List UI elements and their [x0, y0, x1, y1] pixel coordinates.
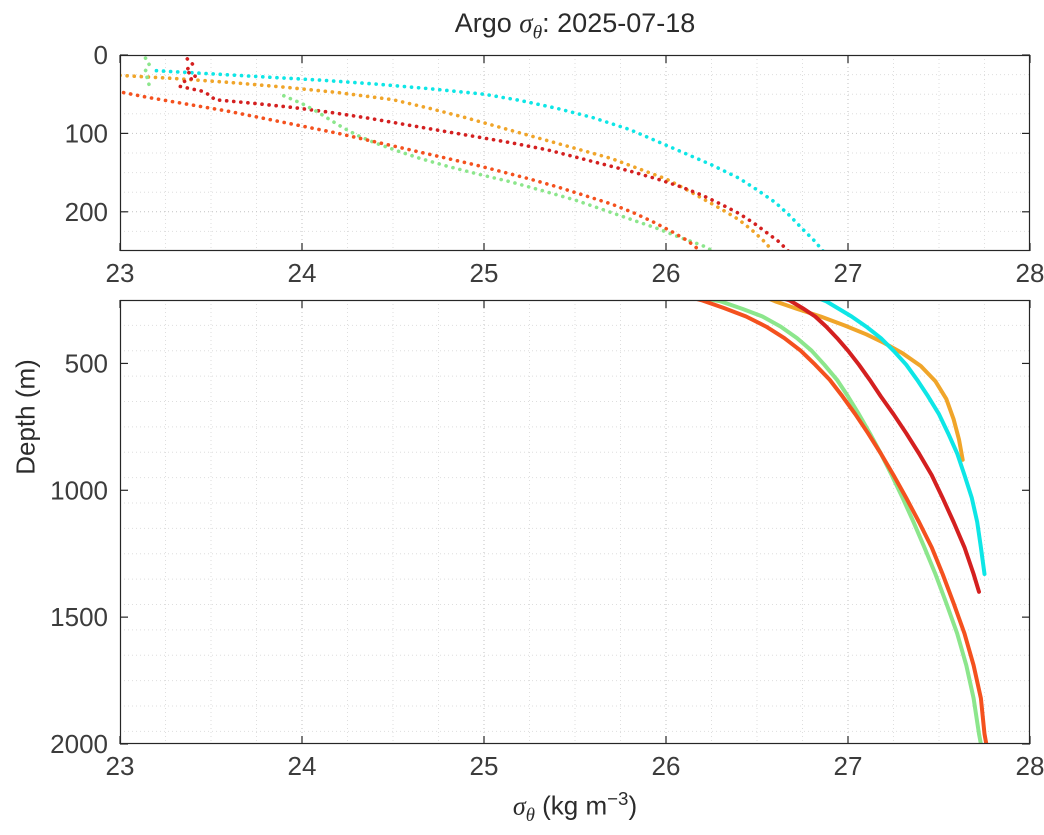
panel-lower: 23 24 25 26 27 28 500 1000 1500 2000 — [50, 299, 1044, 781]
x-axis-label: σθ (kg m−3) — [120, 788, 1030, 827]
y-tick-label: 2000 — [50, 729, 108, 759]
series-float-red-upper — [176, 57, 791, 251]
sigma-symbol: σ — [519, 8, 533, 38]
x-tick-label: 26 — [652, 258, 681, 288]
x-tick-label: 26 — [652, 751, 681, 781]
x-tick-label: 28 — [1016, 751, 1044, 781]
sigma-symbol: σ — [512, 791, 526, 821]
xlabel-exponent: −3 — [607, 788, 629, 809]
title-date: : 2025-07-18 — [542, 8, 696, 38]
sigma-subscript: θ — [525, 804, 535, 826]
x-tick-label: 27 — [834, 258, 863, 288]
x-tick-label: 23 — [106, 751, 135, 781]
series-float-cyan-lower — [817, 300, 987, 576]
series-float-green-lower — [700, 300, 983, 744]
sigma-subscript: θ — [532, 22, 543, 44]
x-tick-label: 27 — [834, 751, 863, 781]
axes-box — [119, 299, 1031, 745]
series-float-gold-upper — [120, 73, 775, 251]
chart-title: Argo σθ: 2025-07-18 — [120, 8, 1030, 44]
y-tick-label: 100 — [65, 118, 108, 148]
x-tick-label: 24 — [288, 258, 317, 288]
series-float-gold-lower — [766, 300, 965, 462]
x-tick-label: 25 — [470, 751, 499, 781]
series-float-red-lower — [781, 300, 981, 594]
title-prefix: Argo — [454, 8, 520, 38]
y-tick-label: 1000 — [50, 475, 108, 505]
x-tick-label: 23 — [106, 258, 135, 288]
series-float-green-upper — [143, 56, 717, 251]
series-float-orange-lower — [692, 300, 989, 744]
y-tick-label: 500 — [65, 348, 108, 378]
xlabel-units: (kg m — [534, 790, 608, 821]
x-tick-label: 28 — [1016, 258, 1044, 288]
x-tick-label: 25 — [470, 258, 499, 288]
y-tick-label: 200 — [65, 197, 108, 227]
series-float-orange-upper — [121, 90, 704, 251]
panel-upper: 23 24 25 26 27 28 0 100 200 — [65, 40, 1044, 288]
xlabel-close-paren: ) — [628, 790, 638, 821]
x-tick-label: 24 — [288, 751, 317, 781]
series-float-cyan-upper — [154, 68, 826, 251]
y-tick-label: 0 — [94, 40, 108, 70]
y-tick-label: 1500 — [50, 602, 108, 632]
axes-box — [119, 54, 1031, 252]
